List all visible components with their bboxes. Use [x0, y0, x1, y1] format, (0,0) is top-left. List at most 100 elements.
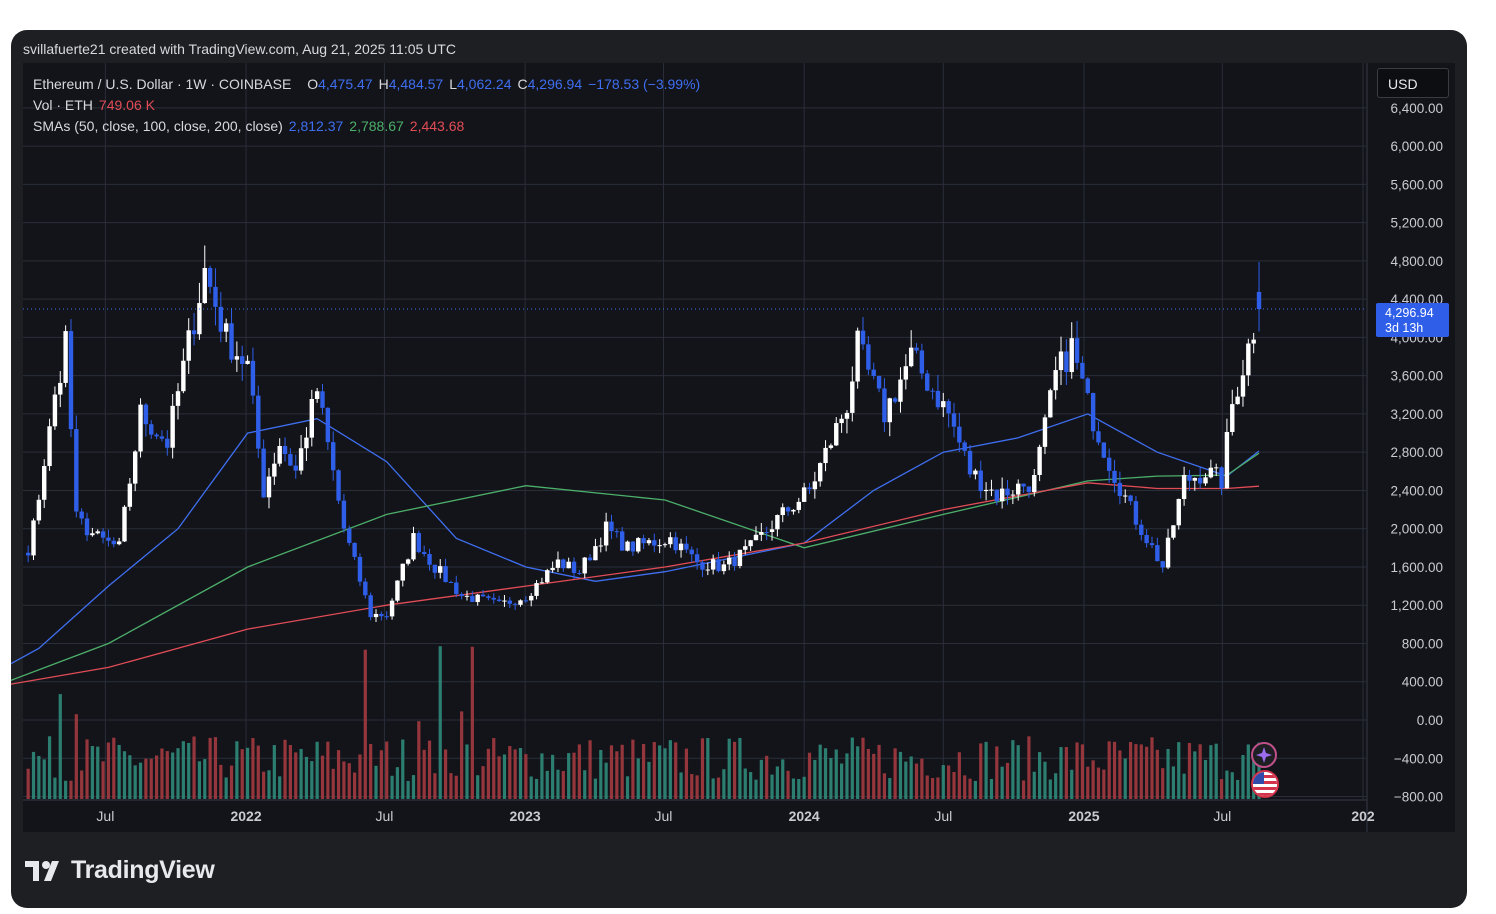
x-tick-label: 2022 [230, 808, 261, 824]
legend-sma50-value: 2,812.37 [288, 118, 344, 134]
candle-body [63, 331, 68, 383]
volume-bar [58, 694, 62, 799]
y-tick-label: 2,400.00 [1390, 483, 1443, 498]
candle-body [25, 552, 31, 556]
brand-name: TradingView [71, 856, 215, 884]
volume-bar [834, 749, 838, 799]
sma-line [11, 452, 1260, 682]
volume-bar [85, 739, 89, 799]
candle-body [518, 600, 523, 605]
x-tick-label: Jul [1213, 808, 1231, 824]
volume-bar [433, 773, 437, 799]
candle-body [887, 398, 892, 423]
candle-body [491, 597, 496, 600]
ai-spark-icon[interactable] [1251, 742, 1277, 768]
volume-bar [914, 763, 919, 799]
volume-bar [781, 759, 785, 799]
volume-bar [1236, 779, 1240, 799]
candle-body [882, 388, 887, 423]
candle-body [834, 423, 839, 446]
volume-bar [101, 761, 105, 799]
legend-sma-row: SMAs (50, close, 100, close, 200, close)… [33, 116, 700, 137]
tradingview-logo-icon [25, 860, 59, 881]
volume-bar [984, 741, 988, 799]
volume-bar [957, 752, 961, 799]
y-tick-label: 400.00 [1402, 675, 1443, 690]
volume-bar [187, 742, 191, 799]
candle-body [1128, 495, 1133, 502]
volume-bar [90, 746, 94, 799]
volume-bar [1198, 744, 1202, 799]
volume-bar [31, 751, 36, 799]
x-tick-label: Jul [375, 808, 393, 824]
volume-bar [1139, 744, 1143, 799]
volume-bar [315, 741, 319, 799]
volume-bar [524, 754, 528, 799]
candle-body [106, 537, 111, 541]
candle-body [764, 531, 769, 533]
candle-body [523, 600, 529, 602]
volume-bar [973, 780, 977, 799]
candle-body [58, 382, 63, 395]
volume-bar [213, 737, 218, 799]
candle-body [1246, 343, 1251, 376]
volume-bar [1043, 761, 1047, 799]
volume-bar [845, 753, 849, 799]
y-tick-label: 1,600.00 [1390, 560, 1443, 575]
candle-body [732, 557, 737, 567]
volume-bar [1128, 741, 1133, 799]
candle-body [272, 463, 277, 477]
candle-body [1032, 475, 1037, 492]
legend-sma200-value: 2,443.68 [409, 118, 465, 134]
volume-bar [593, 778, 598, 799]
volume-bar [1209, 745, 1213, 799]
volume-bar [1054, 773, 1058, 799]
volume-bar [695, 775, 699, 799]
volume-bar [1059, 747, 1063, 799]
volume-bar [738, 737, 742, 799]
tradingview-brand: TradingView [25, 856, 215, 885]
volume-bar [353, 772, 357, 799]
volume-bar [133, 765, 137, 799]
candle-body [710, 559, 716, 570]
volume-bar [465, 744, 469, 799]
candle-body [149, 424, 154, 435]
us-flag-icon[interactable] [1251, 770, 1279, 798]
candle-body [111, 540, 116, 545]
volume-bar [406, 780, 410, 799]
candle-body [31, 520, 36, 556]
y-tick-label: 5,200.00 [1390, 216, 1443, 231]
volume-bar [154, 755, 159, 799]
candle-body [405, 559, 411, 564]
volume-bar [272, 745, 276, 799]
volume-bar [1145, 746, 1149, 799]
candle-body [694, 554, 700, 563]
candle-body [454, 582, 459, 595]
candle-body [545, 570, 550, 583]
volume-bar [674, 742, 678, 799]
volume-bar [749, 772, 753, 799]
price-chart[interactable]: 6,400.00 6,000.00 5,600.00 5,200.00 4,800.00… [11, 30, 1467, 908]
x-tick-label: 2023 [510, 808, 541, 824]
candle-body [1021, 483, 1026, 487]
candle-body [389, 600, 395, 617]
candle-body [132, 451, 138, 484]
candle-body [42, 466, 47, 500]
candle-body [1235, 396, 1240, 405]
volume-bar [631, 739, 635, 799]
volume-bar [235, 741, 239, 799]
candle-body [983, 489, 989, 492]
chart-frame: svillafuerte21 created with TradingView.… [11, 30, 1467, 908]
volume-bar [545, 770, 549, 799]
candle-body [619, 531, 625, 551]
legend-high-label: H [378, 76, 389, 92]
candle-body [1037, 446, 1042, 476]
candle-body [116, 541, 122, 545]
volume-bar [1027, 736, 1031, 799]
candle-body [256, 395, 261, 449]
candle-body [79, 511, 84, 519]
volume-bar [122, 751, 127, 799]
volume-bar [802, 776, 806, 799]
candle-body [1085, 378, 1090, 394]
currency-selector[interactable]: USD [1377, 68, 1449, 98]
